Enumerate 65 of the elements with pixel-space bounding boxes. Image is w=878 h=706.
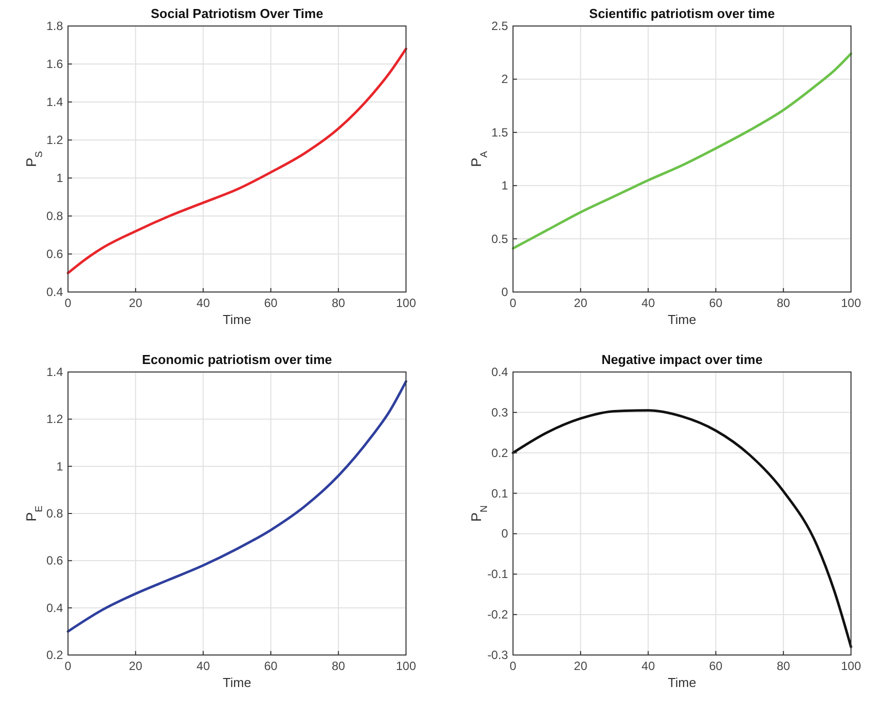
x-tick-label: 0 (64, 296, 72, 310)
x-tick-label: 60 (264, 296, 278, 310)
y-tick-label: 0.3 (491, 405, 508, 420)
x-tick-label: 20 (128, 296, 143, 310)
y-tick-label: 0 (501, 285, 508, 299)
y-tick-label: 0.4 (491, 365, 508, 379)
x-tick-label: 100 (396, 659, 416, 673)
y-tick-label: 1 (501, 178, 508, 193)
x-tick-label: 100 (840, 659, 862, 673)
y-tick-label: 0.2 (491, 446, 508, 460)
x-tick-label: 40 (642, 659, 656, 673)
x-tick-label: 40 (642, 296, 656, 310)
y-tick-label: 1.2 (46, 412, 64, 426)
y-tick-label: 2 (501, 72, 508, 86)
y-tick-label: -0.2 (487, 608, 508, 622)
x-axis-title: Time (222, 675, 252, 690)
x-tick-label: 80 (776, 659, 790, 673)
x-tick-label: 0 (510, 659, 517, 673)
chart-title: Negative impact over time (601, 352, 763, 367)
y-tick-label: -0.3 (487, 648, 508, 662)
y-tick-label: 0 (501, 526, 508, 541)
y-tick-label: 1 (56, 171, 64, 185)
y-tick-label: 1 (56, 459, 64, 474)
y-tick-label: 0.1 (491, 486, 508, 500)
x-tick-label: 40 (196, 659, 210, 673)
y-tick-label: 1.4 (46, 95, 64, 109)
y-tick-label: 0.6 (46, 554, 64, 568)
y-tick-label: 0.4 (46, 600, 64, 615)
y-tick-label: 0.5 (491, 232, 508, 246)
y-tick-label: 1.6 (46, 57, 64, 71)
x-tick-label: 40 (196, 296, 210, 310)
x-tick-label: 0 (64, 659, 72, 673)
x-axis-title: Time (668, 675, 696, 690)
y-tick-label: 0.8 (46, 506, 64, 520)
y-tick-label: 1.5 (491, 125, 508, 140)
x-tick-label: 20 (574, 296, 588, 310)
x-axis-title: Time (668, 312, 696, 327)
x-tick-label: 60 (709, 296, 723, 310)
chart-title: Scientific patriotism over time (589, 6, 775, 21)
chart-title: Economic patriotism over time (142, 352, 332, 367)
y-tick-label: -0.1 (487, 567, 508, 582)
y-tick-label: 0.2 (46, 648, 64, 662)
x-tick-label: 60 (264, 659, 278, 673)
y-tick-label: 0.8 (46, 209, 64, 223)
line-series (512, 409, 852, 648)
line-series (66, 380, 408, 633)
x-axis-title: Time (222, 312, 252, 327)
x-tick-label: 100 (840, 296, 862, 310)
x-tick-label: 80 (332, 659, 346, 673)
line-series (512, 52, 852, 250)
y-tick-label: 2.5 (491, 19, 508, 33)
y-tick-label: 0.4 (46, 285, 64, 299)
x-tick-label: 0 (510, 296, 517, 310)
y-tick-label: 1.2 (46, 133, 64, 147)
x-tick-label: 80 (332, 296, 346, 310)
x-tick-label: 80 (776, 296, 790, 310)
x-tick-label: 20 (574, 659, 588, 673)
chart-title: Social Patriotism Over Time (150, 6, 324, 21)
y-tick-label: 1.8 (46, 19, 64, 33)
line-series (66, 48, 408, 274)
x-tick-label: 60 (709, 659, 723, 673)
x-tick-label: 100 (396, 296, 416, 310)
x-tick-label: 20 (128, 659, 143, 673)
y-tick-label: 0.6 (46, 247, 64, 261)
y-tick-label: 1.4 (46, 365, 64, 379)
